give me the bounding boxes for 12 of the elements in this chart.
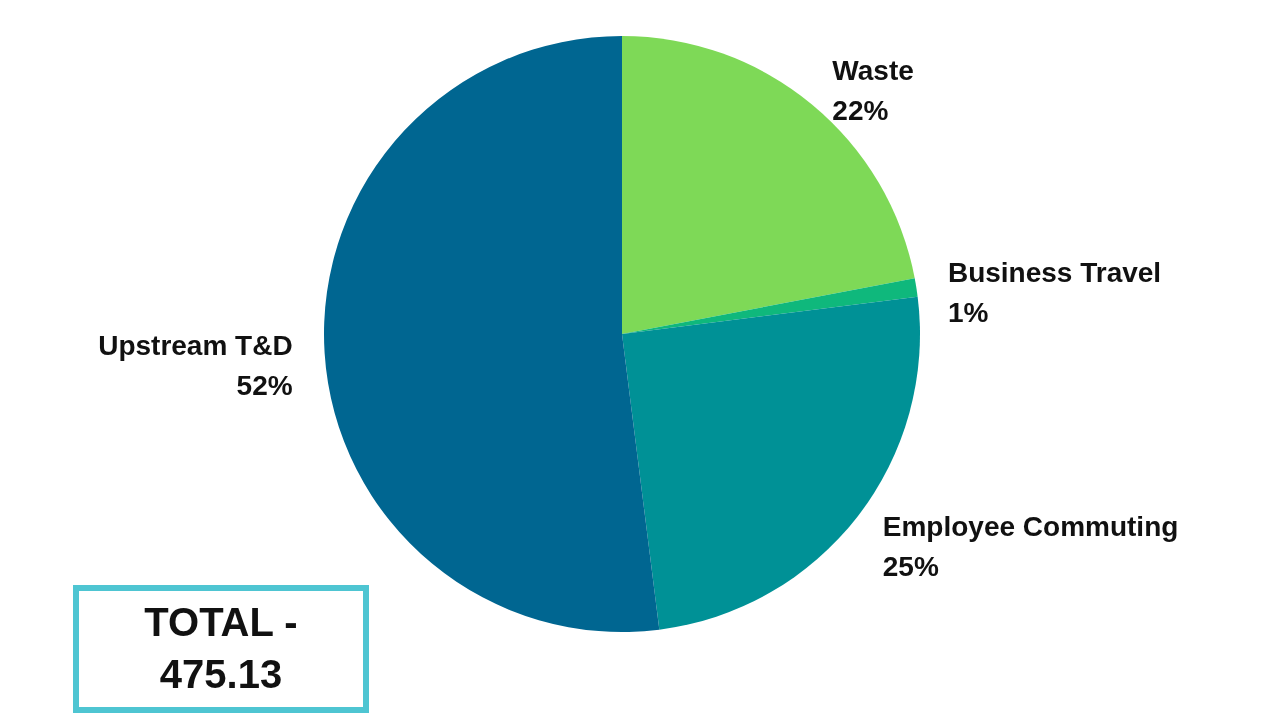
total-box: TOTAL - 475.13 xyxy=(73,585,369,713)
slice-label: Business Travel xyxy=(947,257,1162,289)
pie-slice xyxy=(622,278,918,334)
slice-label: Employee Commuting xyxy=(882,511,1179,543)
data-label: 22% xyxy=(832,94,889,126)
pie-slice xyxy=(324,36,660,632)
pie-slice xyxy=(622,36,915,334)
data-label: 25% xyxy=(882,551,939,583)
slice-label: Upstream T&D xyxy=(98,329,293,361)
data-label: 52% xyxy=(236,369,293,401)
slice-label: Waste xyxy=(832,54,914,86)
data-label: 1% xyxy=(947,297,989,329)
